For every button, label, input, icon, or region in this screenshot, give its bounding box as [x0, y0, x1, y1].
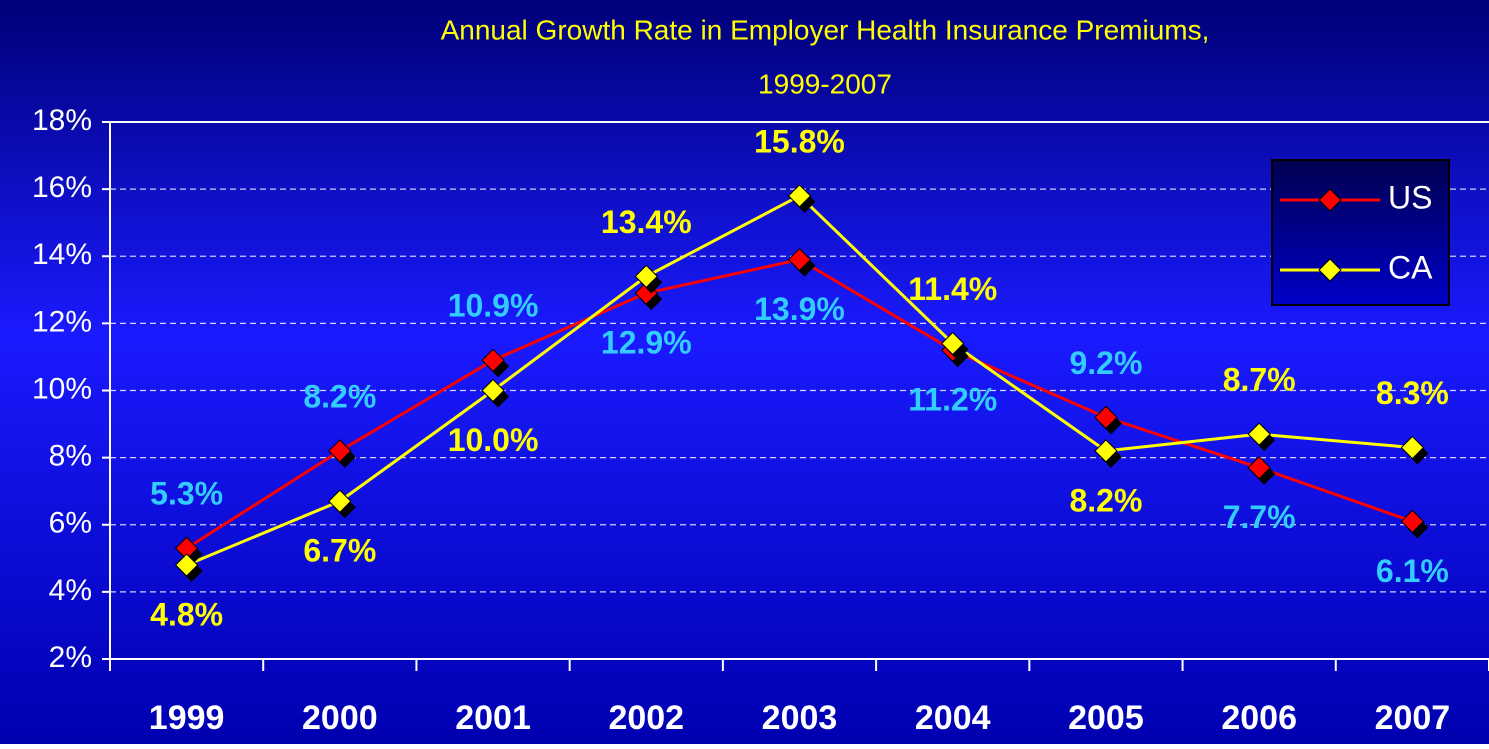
data-label: 10.9% [448, 288, 539, 324]
y-tick-label: 14% [32, 238, 92, 271]
x-tick-label: 1999 [149, 699, 225, 737]
legend-box [1271, 159, 1450, 306]
marker [1247, 455, 1271, 480]
data-label: 11.2% [908, 382, 997, 418]
data-label: 8.7% [1223, 362, 1296, 398]
plot-frame [109, 121, 1489, 660]
data-label: 6.1% [1376, 553, 1449, 589]
x-tick-label: 2004 [915, 699, 991, 737]
marker [634, 264, 658, 289]
data-label: 13.9% [754, 291, 845, 327]
marker [1400, 509, 1425, 534]
data-label: 5.3% [150, 476, 223, 512]
marker [1094, 439, 1118, 463]
marker [1094, 405, 1118, 430]
x-tick-label: 2007 [1375, 699, 1451, 737]
data-label: 6.7% [303, 533, 376, 569]
y-tick-label: 16% [32, 171, 92, 204]
legend-marker [1318, 258, 1342, 282]
marker [174, 553, 199, 577]
data-label: 15.8% [754, 123, 845, 159]
y-tick-label: 4% [49, 574, 92, 607]
y-tick-label: 18% [32, 104, 92, 137]
data-label: 10.0% [448, 422, 539, 458]
data-label: 13.4% [601, 204, 692, 240]
data-label: 8.2% [1069, 482, 1142, 518]
marker [481, 378, 505, 403]
marker [328, 439, 352, 463]
marker [328, 489, 352, 513]
x-tick-label: 2005 [1068, 699, 1144, 737]
x-tick-label: 2002 [608, 699, 684, 737]
y-tick-label: 10% [32, 372, 92, 405]
chart-title: 1999-2007 [758, 68, 892, 99]
data-label: 11.4% [908, 271, 997, 307]
marker [1247, 422, 1271, 446]
data-label: 9.2% [1069, 345, 1142, 381]
data-label: 8.3% [1376, 375, 1449, 411]
legend-marker [1318, 188, 1342, 212]
x-tick-label: 2006 [1221, 699, 1297, 737]
y-tick-label: 8% [49, 440, 92, 473]
data-label: 7.7% [1223, 499, 1296, 535]
y-tick-label: 6% [49, 507, 92, 540]
marker [481, 348, 505, 373]
marker [787, 247, 812, 272]
marker [941, 331, 965, 356]
data-label: 12.9% [601, 325, 692, 361]
x-tick-label: 2001 [455, 699, 531, 737]
data-label: 4.8% [150, 596, 223, 632]
chart-title: Annual Growth Rate in Employer Health In… [441, 14, 1210, 45]
legend-label: CA [1388, 249, 1433, 285]
marker [787, 184, 812, 208]
legend-label: US [1388, 179, 1432, 215]
data-label: 8.2% [303, 378, 376, 414]
y-tick-label: 12% [32, 305, 92, 338]
marker [1400, 435, 1425, 460]
y-tick-label: 2% [49, 641, 92, 674]
x-tick-label: 2003 [762, 699, 838, 737]
x-tick-label: 2000 [302, 699, 378, 737]
